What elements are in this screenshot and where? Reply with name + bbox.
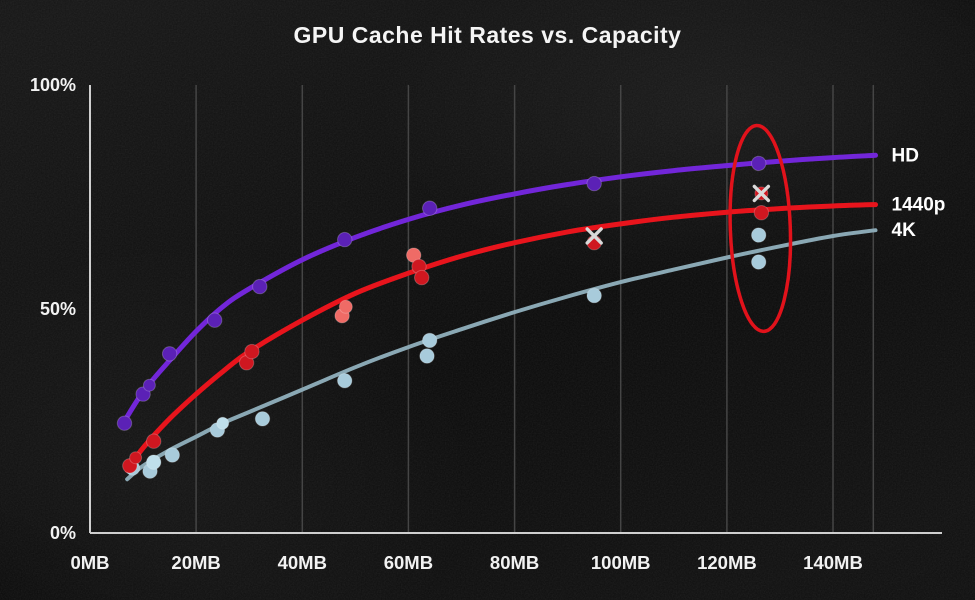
data-point-hd bbox=[207, 312, 223, 328]
data-point-4k bbox=[337, 373, 353, 389]
x-marker bbox=[752, 184, 771, 203]
data-point-hd bbox=[252, 278, 268, 295]
x-tick-label: 40MB bbox=[278, 552, 327, 573]
x-marker bbox=[585, 227, 603, 245]
data-point-hd bbox=[142, 378, 156, 392]
data-point-1440p bbox=[753, 205, 770, 221]
series-label-hd: HD bbox=[892, 145, 919, 166]
data-point-1440p bbox=[414, 269, 430, 286]
data-point-hd bbox=[751, 155, 767, 172]
series-label-4k: 4K bbox=[892, 220, 917, 241]
y-tick-label: 100% bbox=[30, 75, 76, 95]
annotation-ellipse bbox=[728, 123, 793, 334]
data-point-hd bbox=[337, 231, 353, 248]
data-point-4k bbox=[216, 416, 230, 430]
data-point-hd bbox=[422, 200, 438, 216]
data-point-4k bbox=[751, 254, 767, 270]
data-point-4k bbox=[751, 227, 767, 243]
x-tick-label: 20MB bbox=[171, 552, 220, 573]
x-tick-label: 120MB bbox=[697, 552, 757, 573]
data-point-4k bbox=[419, 348, 435, 364]
data-point-4k bbox=[164, 447, 181, 463]
data-point-4k bbox=[146, 454, 162, 470]
y-tick-label: 0% bbox=[50, 523, 76, 543]
data-point-4k bbox=[254, 411, 271, 427]
data-point-hd bbox=[586, 175, 602, 192]
data-point-1440p bbox=[146, 433, 162, 449]
x-tick-label: 80MB bbox=[490, 552, 539, 573]
data-point-4k bbox=[586, 287, 602, 304]
x-tick-label: 140MB bbox=[803, 552, 863, 573]
x-tick-label: 100MB bbox=[591, 552, 651, 573]
data-point-hd bbox=[116, 415, 133, 431]
y-tick-label: 50% bbox=[40, 299, 76, 319]
x-tick-label: 0MB bbox=[70, 552, 109, 573]
chart-title: GPU Cache Hit Rates vs. Capacity bbox=[293, 22, 682, 48]
data-point-1440p bbox=[244, 343, 260, 360]
data-point-1440p bbox=[338, 299, 353, 314]
data-point-1440p bbox=[129, 451, 143, 465]
data-point-hd bbox=[161, 346, 178, 362]
x-tick-label: 60MB bbox=[384, 552, 433, 573]
series-label-1440p: 1440p bbox=[892, 195, 946, 216]
data-point-4k bbox=[422, 332, 438, 349]
